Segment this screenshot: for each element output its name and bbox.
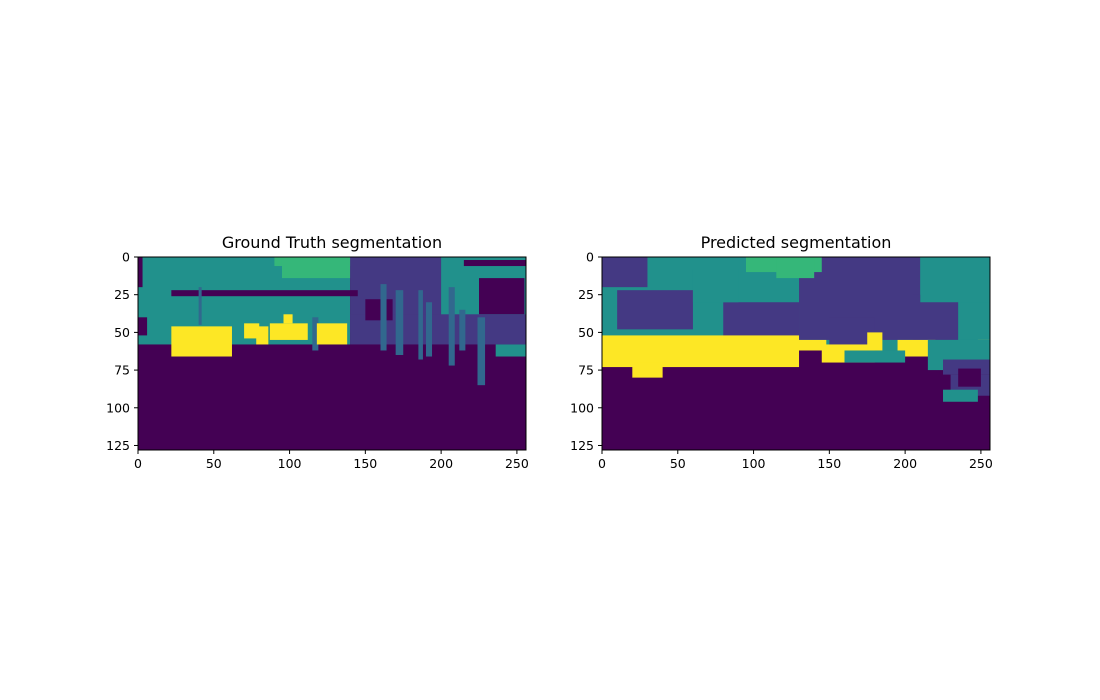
- y-tick-label: 125: [106, 438, 130, 453]
- y-tick-label: 25: [114, 287, 130, 302]
- x-tick-label: 100: [278, 456, 302, 471]
- y-tick-label: 125: [570, 438, 594, 453]
- x-axis: 0 50 100 150 200 250: [598, 450, 993, 471]
- panel-title: Ground Truth segmentation: [222, 233, 442, 252]
- segment-region: [463, 260, 526, 267]
- segment-region: [495, 344, 526, 357]
- segmentation-map: [138, 257, 526, 450]
- segment-region: [171, 290, 358, 297]
- segment-region: [138, 317, 148, 336]
- segment-region: [617, 290, 693, 330]
- x-tick-label: 150: [353, 456, 377, 471]
- y-axis: 0 25 50 75 100 125: [106, 250, 138, 453]
- segment-region: [632, 362, 663, 378]
- segment-region: [418, 290, 423, 360]
- x-tick-label: 50: [670, 456, 686, 471]
- y-tick-label: 25: [578, 287, 594, 302]
- x-tick-label: 250: [969, 456, 993, 471]
- segment-region: [395, 290, 404, 356]
- segment-region: [448, 287, 455, 366]
- ground-truth-panel: Ground Truth segmentation 0 50 100 150 200 25…: [106, 233, 529, 471]
- segment-region: [312, 317, 319, 351]
- y-tick-label: 0: [122, 250, 130, 265]
- x-tick-label: 0: [134, 456, 142, 471]
- segment-region: [283, 314, 293, 324]
- y-tick-label: 50: [578, 325, 594, 340]
- x-tick-label: 200: [429, 456, 453, 471]
- segment-region: [943, 389, 978, 402]
- axes-frame: [137, 256, 527, 451]
- x-tick-label: 100: [742, 456, 766, 471]
- y-tick-label: 50: [114, 325, 130, 340]
- segment-region: [897, 339, 936, 357]
- segment-region: [692, 269, 739, 303]
- segment-region: [425, 302, 433, 357]
- segment-region: [365, 299, 393, 321]
- segment-region: [796, 339, 827, 351]
- y-axis: 0 25 50 75 100 125: [570, 250, 602, 453]
- segment-region: [256, 326, 269, 345]
- y-tick-label: 75: [578, 363, 594, 378]
- segment-region: [723, 302, 800, 340]
- y-tick-label: 100: [570, 400, 594, 415]
- segment-region: [920, 257, 990, 303]
- x-axis: 0 50 100 150 200 250: [134, 450, 529, 471]
- predicted-panel: Predicted segmentation 0 50 100 150 200 250 0…: [570, 233, 993, 471]
- segmentation-map: [602, 257, 990, 450]
- x-tick-label: 200: [893, 456, 917, 471]
- segment-region: [198, 287, 202, 325]
- segment-region: [844, 350, 906, 363]
- y-tick-label: 0: [586, 250, 594, 265]
- segment-region: [459, 309, 466, 351]
- segment-region: [477, 317, 486, 386]
- segment-region: [867, 332, 883, 351]
- segment-region: [281, 257, 351, 279]
- x-tick-label: 250: [505, 456, 529, 471]
- x-tick-label: 0: [598, 456, 606, 471]
- y-tick-label: 75: [114, 363, 130, 378]
- segment-region: [316, 323, 348, 345]
- segment-region: [269, 323, 308, 340]
- segment-region: [244, 323, 260, 339]
- segment-region: [138, 257, 143, 288]
- segment-region: [958, 368, 981, 387]
- axes-frame: [601, 256, 991, 451]
- panel-title: Predicted segmentation: [701, 233, 892, 252]
- segment-region: [479, 278, 525, 315]
- y-tick-label: 100: [106, 400, 130, 415]
- segment-region: [380, 284, 387, 351]
- segment-region: [776, 257, 815, 279]
- x-tick-label: 50: [206, 456, 222, 471]
- x-tick-label: 150: [817, 456, 841, 471]
- segment-region: [602, 257, 648, 288]
- segment-region: [602, 335, 800, 368]
- segment-region: [171, 326, 232, 357]
